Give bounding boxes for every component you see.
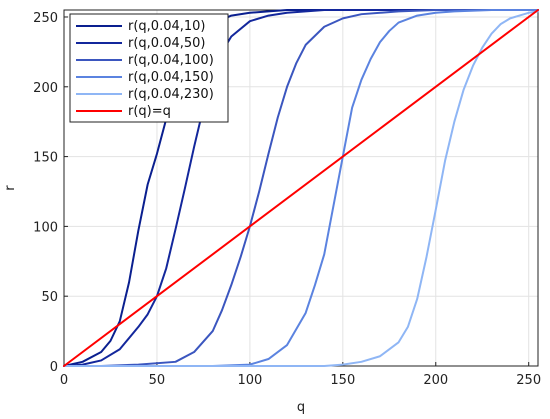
x-tick-label: 50	[149, 373, 166, 388]
series-line-2	[63, 9, 539, 367]
series-line-3	[63, 9, 539, 367]
y-tick-label: 200	[33, 81, 58, 96]
legend-label-1: r(q,0.04,50)	[128, 36, 206, 51]
x-tick-label: 150	[330, 373, 355, 388]
legend: r(q,0.04,10) r(q,0.04,50) r(q,0.04,100) r(q…	[69, 13, 229, 123]
series-line-5	[63, 9, 539, 367]
legend-label-4: r(q,0.04,230)	[128, 87, 214, 102]
axis-ticks: 0 50 100 150 200 250 0 50 100 150 200 250	[33, 11, 541, 388]
x-axis-label: q	[297, 400, 305, 415]
y-tick-label: 250	[33, 11, 58, 26]
legend-label-0: r(q,0.04,10)	[128, 19, 206, 34]
legend-label-2: r(q,0.04,100)	[128, 53, 214, 68]
series-layer	[63, 9, 539, 367]
x-tick-label: 200	[423, 373, 448, 388]
x-tick-label: 250	[516, 373, 541, 388]
x-tick-label: 100	[237, 373, 262, 388]
y-tick-label: 50	[41, 290, 58, 305]
legend-label-5: r(q)=q	[128, 104, 171, 119]
x-tick-label: 0	[60, 373, 68, 388]
legend-label-3: r(q,0.04,150)	[128, 70, 214, 85]
y-tick-label: 0	[50, 360, 58, 375]
series-line-4	[63, 10, 539, 367]
y-axis-label: r	[3, 185, 18, 191]
y-tick-label: 100	[33, 220, 58, 235]
y-tick-label: 150	[33, 151, 58, 166]
legend-box	[69, 13, 229, 123]
